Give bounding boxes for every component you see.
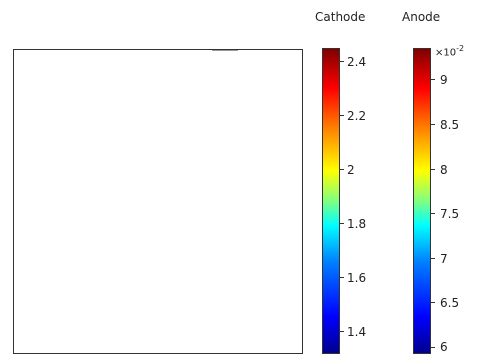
anode-tick-mark <box>431 79 435 80</box>
cathode-tick-mark <box>340 169 344 170</box>
anode-tick-mark <box>431 347 435 348</box>
plot-area <box>13 49 303 354</box>
anode-tick-label: 8 <box>440 163 448 177</box>
anode-colorbar <box>413 48 431 354</box>
anode-tick-label: 9 <box>440 73 448 87</box>
cathode-colorbar-title: Cathode <box>315 10 366 24</box>
anode-multiplier: ×10-2 <box>435 44 465 59</box>
cathode-tick-mark <box>340 331 344 332</box>
anode-tick-mark <box>431 124 435 125</box>
anode-tick-mark <box>431 213 435 214</box>
anode-tick-label: 6.5 <box>440 296 460 310</box>
anode-tick-mark <box>431 258 435 259</box>
anode-tick-mark <box>431 302 435 303</box>
cathode-tick-label: 1.4 <box>347 325 367 339</box>
cathode-tick-mark <box>340 223 344 224</box>
anode-tick-label: 8.5 <box>440 118 460 132</box>
cathode-tick-label: 2 <box>347 163 355 177</box>
anode-tick-label: 6 <box>440 340 448 354</box>
anode-tick-mark <box>431 169 435 170</box>
cathode-tick-mark <box>340 115 344 116</box>
cathode-tick-label: 2.4 <box>347 55 367 69</box>
anode-tick-label: 7 <box>440 252 448 266</box>
anode-tick-label: 7.5 <box>440 207 460 221</box>
anode-colorbar-title: Anode <box>402 10 441 24</box>
cathode-tick-mark <box>340 277 344 278</box>
cathode-colorbar <box>322 48 340 354</box>
cathode-tick-label: 1.6 <box>347 271 367 285</box>
cathode-tick-label: 1.8 <box>347 217 367 231</box>
cathode-tick-mark <box>340 61 344 62</box>
cathode-tick-label: 2.2 <box>347 109 367 123</box>
